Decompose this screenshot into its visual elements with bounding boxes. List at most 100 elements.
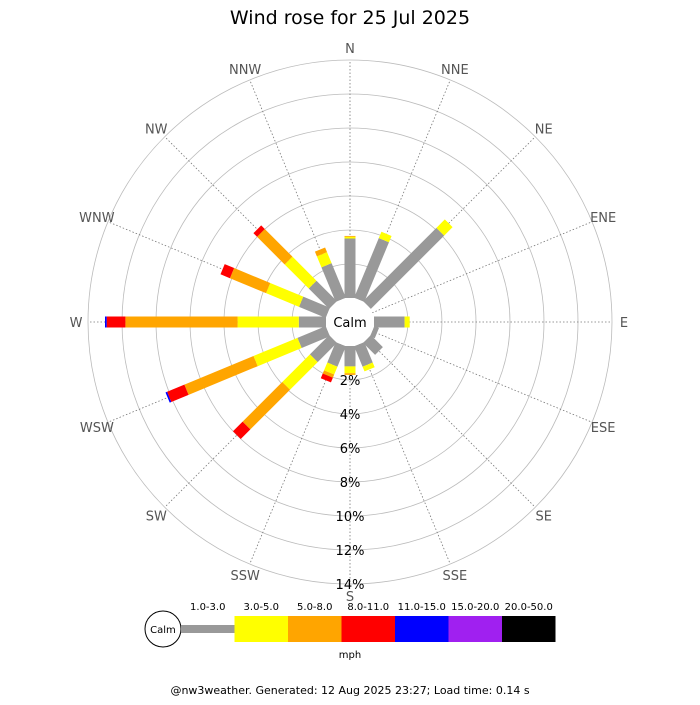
ring-label: 4% (340, 408, 361, 423)
bar-segment-NNW-1.0-3.0 (321, 263, 346, 302)
bar-segment-NW-1.0-3.0 (308, 280, 337, 309)
bar-segment-SSW-5.0-8.0 (322, 370, 335, 378)
grid-ring (87, 59, 613, 585)
bar-segment-ESE-1.0-3.0 (370, 326, 379, 339)
legend-label-1.0-3.0: 1.0-3.0 (190, 602, 225, 613)
bar-segment-S-5.0-8.0 (344, 373, 356, 375)
direction-label-NNE: NNE (441, 63, 469, 78)
direction-label-ENE: ENE (590, 211, 616, 226)
bar-segment-NNW-5.0-8.0 (314, 247, 328, 257)
bar-segment-NNW-3.0-5.0 (316, 252, 332, 268)
bar-segment-SE-1.0-3.0 (363, 335, 383, 355)
legend: Calm mph 1.0-3.0 3.0-5.0 5.0-8.0 8.0-11.0 11… (144, 602, 556, 661)
bar-segment-SSW-1.0-3.0 (327, 342, 346, 367)
bar-segment-E-1.0-3.0 (374, 316, 405, 328)
grid-spoke (372, 330, 593, 423)
calm-circle (326, 298, 374, 346)
bar-segment-N-3.0-5.0 (344, 236, 356, 239)
legend-swatch-1.0-3.0 (181, 625, 235, 633)
direction-label-N: N (345, 42, 355, 57)
bar-segment-N-1.0-3.0 (344, 238, 356, 298)
direction-labels: N NNE NE ENE E ESE SE SSE S SSW SW WSW W WNW NW NNW (70, 42, 629, 605)
grid-spoke (358, 344, 451, 565)
legend-label-11.0-15.0: 11.0-15.0 (398, 602, 446, 613)
legend-swatch-5.0-8.0 (288, 616, 342, 642)
bar-segment-WSW-11.0-15.0 (165, 391, 172, 403)
legend-label-3.0-5.0: 3.0-5.0 (244, 602, 279, 613)
bar-segment-WSW-8.0-11.0 (167, 384, 189, 402)
calm-center: Calm (326, 298, 374, 346)
ring-label: 2% (340, 374, 361, 389)
bar-segment-WNW-5.0-8.0 (229, 268, 271, 294)
bar-segment-SW-5.0-8.0 (242, 381, 291, 430)
ring-label: 6% (340, 442, 361, 457)
footer-text: @nw3weather. Generated: 12 Aug 2025 23:2… (170, 684, 529, 697)
bar-segment-S-1.0-3.0 (344, 346, 356, 367)
bar-segment-W-3.0-5.0 (237, 316, 299, 328)
bars (105, 219, 453, 440)
bar-segment-WNW-1.0-3.0 (299, 296, 330, 318)
bar-segment-SW-3.0-5.0 (282, 354, 318, 390)
grid-spoke (372, 221, 593, 314)
bar-segment-SSW-3.0-5.0 (324, 362, 338, 375)
direction-label-SW: SW (146, 510, 167, 525)
bar-segment-NW-5.0-8.0 (257, 229, 293, 265)
legend-calm-label: Calm (150, 625, 176, 636)
bar-segment-S-3.0-5.0 (344, 366, 356, 374)
bar-segment-NW-8.0-11.0 (253, 225, 265, 237)
legend-label-20.0-50.0: 20.0-50.0 (505, 602, 553, 613)
direction-label-E: E (620, 316, 628, 331)
direction-label-SSE: SSE (442, 569, 467, 584)
legend-swatch-11.0-15.0 (395, 616, 449, 642)
direction-label-SE: SE (536, 510, 552, 525)
legend-unit-label: mph (339, 650, 361, 661)
bar-extra-E (404, 316, 410, 328)
ring-label: 10% (336, 510, 365, 525)
grid-spoke (249, 344, 342, 565)
bar-segment-W-11.0-15.0 (105, 316, 107, 328)
direction-label-W: W (70, 316, 83, 331)
calm-label: Calm (333, 316, 366, 331)
chart-title: Wind rose for 25 Jul 2025 (230, 7, 470, 29)
legend-label-8.0-11.0: 8.0-11.0 (347, 602, 389, 613)
ring-label: 14% (336, 578, 365, 593)
direction-label-SSW: SSW (230, 569, 260, 584)
direction-label-NW: NW (145, 122, 168, 137)
legend-swatch-20.0-50.0 (502, 616, 556, 642)
legend-swatch-15.0-20.0 (448, 616, 502, 642)
bar-segment-W-5.0-8.0 (125, 316, 238, 328)
direction-label-WNW: WNW (79, 211, 115, 226)
direction-label-S: S (346, 590, 354, 605)
legend-swatch-8.0-11.0 (341, 616, 395, 642)
bar-segment-NNE-1.0-3.0 (354, 238, 389, 302)
direction-label-NNW: NNW (229, 63, 261, 78)
grid-spoke (366, 338, 536, 508)
bar-segment-SW-8.0-11.0 (232, 421, 251, 440)
bar-segment-W-1.0-3.0 (298, 316, 326, 328)
bar-segment-NE-1.0-3.0 (363, 227, 445, 309)
bar-segment-WSW-1.0-3.0 (297, 326, 330, 348)
bar-segment-N-5.0-8.0 (344, 235, 356, 237)
bar-segment-NE-3.0-5.0 (436, 219, 453, 236)
direction-label-WSW: WSW (80, 421, 114, 436)
bar-segment-NNE-3.0-5.0 (378, 231, 392, 243)
bar-segment-SSW-8.0-11.0 (320, 373, 333, 383)
legend-swatch-3.0-5.0 (234, 616, 288, 642)
legend-label-5.0-8.0: 5.0-8.0 (297, 602, 332, 613)
legend-label-15.0-20.0: 15.0-20.0 (451, 602, 499, 613)
bar-segment-WNW-3.0-5.0 (266, 283, 304, 307)
bar-segment-WSW-5.0-8.0 (184, 356, 258, 395)
bar-segment-SW-1.0-3.0 (309, 335, 337, 363)
bar-segment-W-8.0-11.0 (106, 316, 126, 328)
direction-label-ESE: ESE (591, 421, 616, 436)
bar-segment-SSE-1.0-3.0 (354, 342, 373, 367)
bar-segment-SSE-3.0-5.0 (362, 362, 375, 372)
ring-label: 12% (336, 544, 365, 559)
bar-segment-WSW-3.0-5.0 (253, 337, 302, 367)
ring-labels: 2% 4% 6% 8% 10% 12% 14% (336, 374, 365, 593)
bar-segment-WNW-8.0-11.0 (220, 264, 235, 279)
bar-segment-NW-3.0-5.0 (284, 256, 317, 289)
direction-label-NE: NE (535, 122, 553, 137)
